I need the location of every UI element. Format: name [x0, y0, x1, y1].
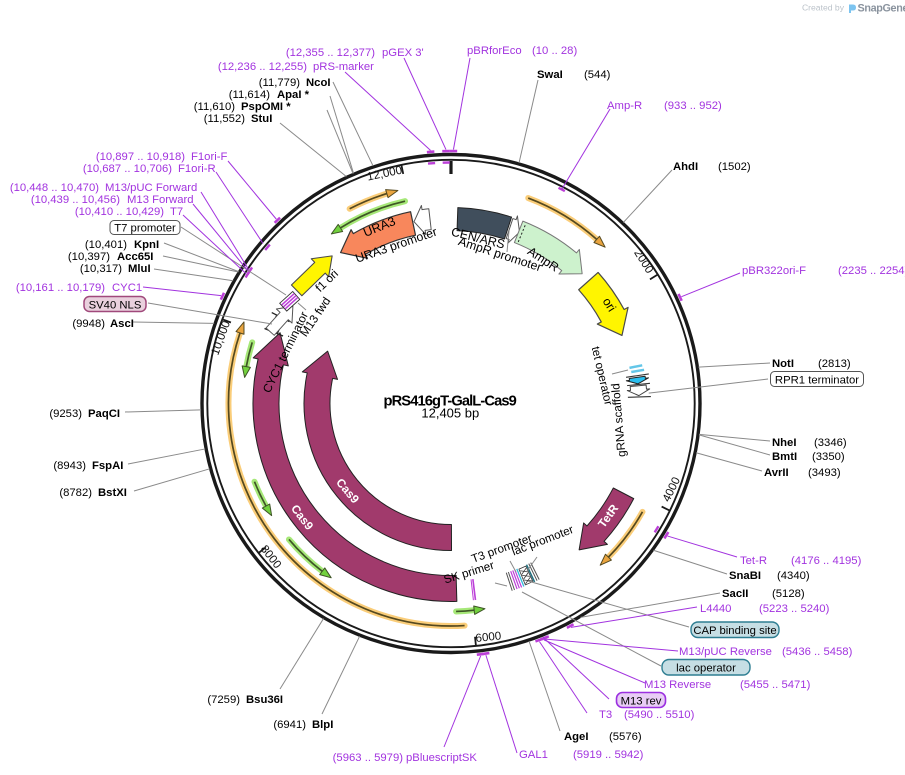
svg-text:SnapGene: SnapGene [858, 3, 905, 15]
svg-text:NcoI: NcoI [306, 77, 330, 89]
svg-text:T3: T3 [599, 709, 612, 721]
svg-text:MluI: MluI [128, 263, 151, 275]
svg-text:NheI: NheI [772, 437, 796, 449]
svg-text:(9948): (9948) [72, 318, 105, 330]
svg-text:GAL1: GAL1 [519, 749, 548, 761]
svg-text:(9253): (9253) [49, 408, 82, 420]
svg-text:F1ori-F: F1ori-F [191, 151, 227, 163]
svg-text:M13 Reverse: M13 Reverse [644, 679, 711, 691]
svg-text:pBluescriptSK: pBluescriptSK [406, 752, 477, 764]
svg-text:(3346): (3346) [814, 437, 847, 449]
svg-text:(12,236 .. 12,255): (12,236 .. 12,255) [218, 61, 307, 73]
svg-text:BmtI: BmtI [772, 451, 797, 463]
svg-text:(4176 .. 4195): (4176 .. 4195) [791, 555, 862, 567]
svg-text:(10,687 .. 10,706): (10,687 .. 10,706) [83, 163, 172, 175]
svg-text:T7 promoter: T7 promoter [114, 223, 176, 235]
svg-text:FspAI: FspAI [92, 460, 123, 472]
svg-text:T7: T7 [170, 206, 183, 218]
svg-text:(2813): (2813) [818, 358, 851, 370]
svg-text:(8782): (8782) [59, 487, 92, 499]
svg-text:(11,552): (11,552) [204, 113, 245, 125]
svg-text:SV40 NLS: SV40 NLS [89, 300, 142, 312]
svg-text:(933 .. 952): (933 .. 952) [664, 100, 722, 112]
svg-text:M13/pUC Reverse: M13/pUC Reverse [679, 646, 772, 658]
svg-text:AvrII: AvrII [764, 467, 789, 479]
svg-text:(2235 .. 2254): (2235 .. 2254) [838, 265, 905, 277]
svg-text:Created by: Created by [802, 3, 845, 13]
svg-text:CAP binding site: CAP binding site [693, 625, 776, 637]
svg-text:pBRforEco: pBRforEco [467, 45, 522, 57]
svg-text:L4440: L4440 [700, 603, 731, 615]
svg-text:M13 Forward: M13 Forward [127, 194, 194, 206]
svg-text:(11,610): (11,610) [194, 101, 235, 113]
svg-text:pBR322ori-F: pBR322ori-F [742, 265, 806, 277]
svg-text:(11,779): (11,779) [259, 77, 300, 89]
svg-text:AscI: AscI [110, 318, 134, 330]
svg-text:RPR1 terminator: RPR1 terminator [775, 375, 859, 387]
svg-text:M13 rev: M13 rev [621, 696, 662, 708]
svg-text:pRS-marker: pRS-marker [313, 61, 374, 73]
svg-text:6000: 6000 [475, 629, 502, 645]
svg-text:NotI: NotI [772, 358, 794, 370]
svg-text:SnaBI: SnaBI [729, 570, 761, 582]
svg-text:AhdI: AhdI [673, 161, 698, 173]
svg-text:(6941): (6941) [273, 719, 306, 731]
svg-text:ApaI *: ApaI * [277, 89, 310, 101]
svg-text:(544): (544) [584, 69, 611, 81]
svg-text:KpnI: KpnI [134, 239, 159, 251]
svg-text:(7259): (7259) [207, 694, 240, 706]
svg-text:(1502): (1502) [718, 161, 751, 173]
svg-text:(5576): (5576) [609, 731, 642, 743]
svg-text:(10,439 .. 10,456): (10,439 .. 10,456) [31, 194, 120, 206]
svg-text:(10,401): (10,401) [85, 239, 127, 251]
svg-text:lac operator: lac operator [676, 663, 736, 675]
svg-text:SwaI: SwaI [537, 69, 563, 81]
svg-text:CYC1: CYC1 [112, 282, 142, 294]
svg-text:(3493): (3493) [808, 467, 841, 479]
svg-text:PspOMI *: PspOMI * [241, 101, 291, 113]
svg-text:(5436 .. 5458): (5436 .. 5458) [782, 646, 853, 658]
svg-text:(12,355 .. 12,377): (12,355 .. 12,377) [286, 47, 375, 59]
svg-text:(10,317): (10,317) [80, 263, 122, 275]
svg-text:BlpI: BlpI [312, 719, 333, 731]
svg-text:BstXI: BstXI [98, 487, 127, 499]
svg-text:M13/pUC Forward: M13/pUC Forward [105, 182, 197, 194]
svg-text:(10,410 .. 10,429): (10,410 .. 10,429) [75, 206, 164, 218]
svg-text:(5919 .. 5942): (5919 .. 5942) [573, 749, 644, 761]
svg-text:(3350): (3350) [812, 451, 845, 463]
svg-text:F1ori-R: F1ori-R [178, 163, 216, 175]
svg-text:(10,397): (10,397) [68, 251, 110, 263]
svg-text:(10,448 .. 10,470): (10,448 .. 10,470) [10, 182, 99, 194]
svg-text:12,405 bp: 12,405 bp [421, 405, 479, 420]
svg-text:(10,897 .. 10,918): (10,897 .. 10,918) [96, 151, 185, 163]
svg-text:(5455 .. 5471): (5455 .. 5471) [740, 679, 811, 691]
svg-text:StuI: StuI [251, 113, 272, 125]
svg-text:(5223 .. 5240): (5223 .. 5240) [759, 603, 830, 615]
svg-text:(11,614): (11,614) [229, 89, 270, 101]
svg-text:SacII: SacII [722, 588, 748, 600]
svg-text:pGEX 3': pGEX 3' [382, 47, 424, 59]
svg-text:(5963 .. 5979): (5963 .. 5979) [333, 752, 404, 764]
svg-text:Tet-R: Tet-R [740, 555, 767, 567]
svg-text:(10,161 .. 10,179): (10,161 .. 10,179) [16, 282, 105, 294]
svg-text:AgeI: AgeI [564, 731, 588, 743]
svg-text:Bsu36I: Bsu36I [246, 694, 283, 706]
svg-text:(8943): (8943) [53, 460, 86, 472]
svg-text:(4340): (4340) [777, 570, 810, 582]
svg-text:(5128): (5128) [772, 588, 805, 600]
svg-text:PaqCI: PaqCI [88, 408, 120, 420]
svg-text:Acc65I: Acc65I [117, 251, 153, 263]
svg-text:(10 .. 28): (10 .. 28) [532, 45, 577, 57]
svg-text:(5490 .. 5510): (5490 .. 5510) [624, 709, 695, 721]
svg-text:Amp-R: Amp-R [607, 100, 642, 112]
